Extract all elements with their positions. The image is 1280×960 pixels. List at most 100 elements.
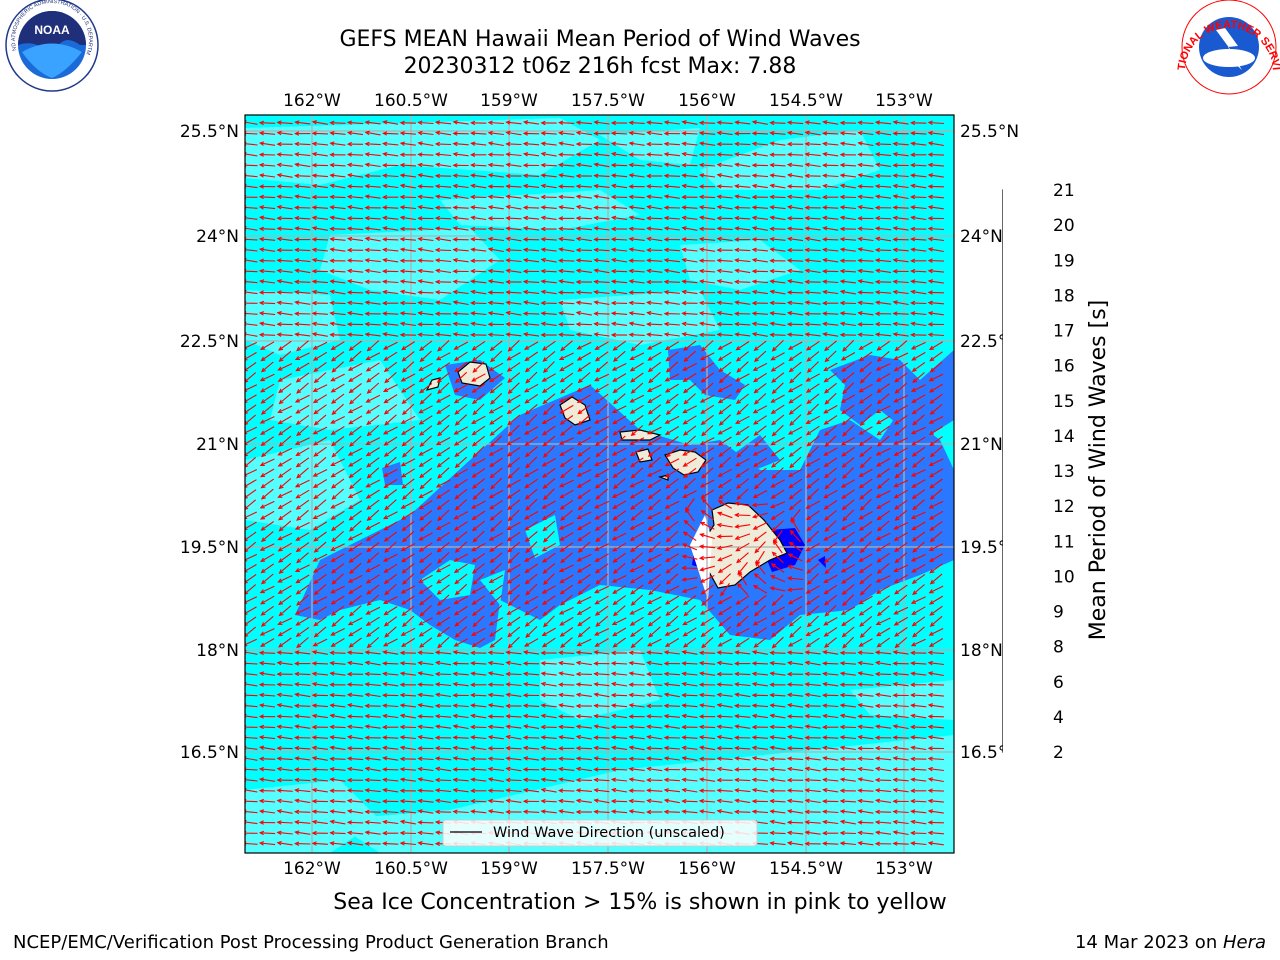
wind-arrow <box>682 694 698 697</box>
wind-arrow-head <box>258 290 264 295</box>
wind-arrow-head <box>506 494 512 499</box>
wind-arrow <box>277 269 293 273</box>
wind-arrow-head <box>700 367 706 372</box>
wind-arrow-head <box>892 735 898 740</box>
wind-arrow <box>436 693 452 698</box>
wind-arrow <box>384 446 398 457</box>
wind-arrow <box>647 683 663 686</box>
wind-arrow <box>366 499 380 510</box>
wind-arrow-head <box>699 440 705 445</box>
wind-arrow-head <box>294 713 300 719</box>
wind-arrow-head <box>454 537 460 542</box>
wind-arrow-head <box>472 495 478 501</box>
wind-arrow <box>753 522 768 530</box>
wind-arrow <box>877 520 890 532</box>
wind-arrow <box>876 217 892 220</box>
wind-arrow-head <box>330 600 336 605</box>
wind-arrow <box>366 447 380 457</box>
wind-arrow-head <box>894 589 900 595</box>
wind-arrow-head <box>576 430 582 435</box>
wind-arrow-head <box>524 622 530 627</box>
wind-arrow <box>314 499 327 510</box>
wind-arrow-head <box>928 473 934 478</box>
wind-arrow <box>718 554 733 562</box>
wind-arrow <box>260 206 276 210</box>
wind-arrow <box>893 185 909 189</box>
wind-arrow <box>595 605 609 616</box>
wind-arrow <box>506 747 522 750</box>
wind-arrow-head <box>434 184 440 189</box>
wind-arrow <box>383 747 399 750</box>
wind-arrow-head <box>436 494 442 499</box>
wind-arrow-head <box>489 388 495 394</box>
wind-arrow <box>876 301 892 305</box>
wind-arrow <box>490 562 503 574</box>
wind-arrow <box>577 446 591 457</box>
wind-arrow <box>738 572 748 586</box>
wind-arrow <box>577 362 591 372</box>
wind-arrow-head <box>349 611 354 617</box>
wind-arrow-head <box>452 215 458 221</box>
wind-arrow <box>455 371 468 383</box>
wind-arrow-head <box>278 473 284 478</box>
wind-arrow-head <box>681 681 687 687</box>
wind-arrow <box>630 532 644 541</box>
wind-arrow-head <box>681 194 687 200</box>
wind-arrow <box>507 564 521 573</box>
wind-arrow <box>365 227 381 231</box>
wind-arrow-head <box>506 452 512 457</box>
wind-arrow <box>453 736 469 739</box>
wind-arrow-head <box>558 735 564 740</box>
wind-arrow <box>471 248 487 252</box>
wind-arrow <box>471 238 487 241</box>
wind-arrow <box>841 404 855 414</box>
wind-arrow <box>314 584 327 595</box>
wind-arrow <box>595 403 609 415</box>
wind-arrow-head <box>857 236 863 242</box>
wind-arrow-head <box>382 300 388 306</box>
wind-arrow-head <box>663 141 669 147</box>
wind-arrow <box>752 704 768 708</box>
wind-arrow-head <box>841 367 847 372</box>
wind-arrow-head <box>577 505 583 511</box>
wind-arrow-head <box>258 671 265 676</box>
wind-arrow <box>823 227 839 231</box>
wind-arrow <box>788 588 804 591</box>
wind-arrow-head <box>434 766 441 772</box>
wind-arrow <box>277 185 293 188</box>
wind-arrow-head <box>874 671 881 677</box>
wind-arrow-head <box>331 356 337 362</box>
wind-arrow-head <box>417 703 423 708</box>
wind-arrow-head <box>399 650 405 656</box>
wind-arrow <box>717 280 733 284</box>
wind-arrow <box>436 237 452 242</box>
wind-arrow-head <box>841 378 847 384</box>
wind-arrow-head <box>541 631 547 637</box>
wind-arrow <box>858 291 874 294</box>
wind-arrow <box>770 768 786 771</box>
wind-arrow <box>595 615 609 627</box>
wind-arrow-head <box>718 621 724 627</box>
wind-arrow-head <box>505 258 511 263</box>
wind-arrow-head <box>540 745 546 751</box>
wind-arrow <box>418 259 434 262</box>
wind-arrow-head <box>524 537 530 543</box>
wind-arrow-head <box>576 398 582 404</box>
wind-arrow <box>664 259 680 263</box>
wind-arrow <box>929 393 943 404</box>
wind-arrow <box>894 437 909 445</box>
wind-arrow-head <box>751 767 757 772</box>
wind-arrow <box>595 436 609 446</box>
wind-arrow-head <box>313 579 319 584</box>
wind-arrow <box>858 715 874 718</box>
wind-arrow <box>260 426 275 435</box>
wind-arrow <box>754 637 767 648</box>
wind-arrow-head <box>700 409 706 414</box>
wind-arrow <box>594 373 610 382</box>
wind-arrow-head <box>628 215 634 220</box>
wind-arrow <box>612 490 627 498</box>
wind-arrow <box>366 489 380 499</box>
wind-arrow <box>718 500 732 509</box>
wind-arrow <box>365 661 381 666</box>
wind-arrow <box>789 499 802 510</box>
